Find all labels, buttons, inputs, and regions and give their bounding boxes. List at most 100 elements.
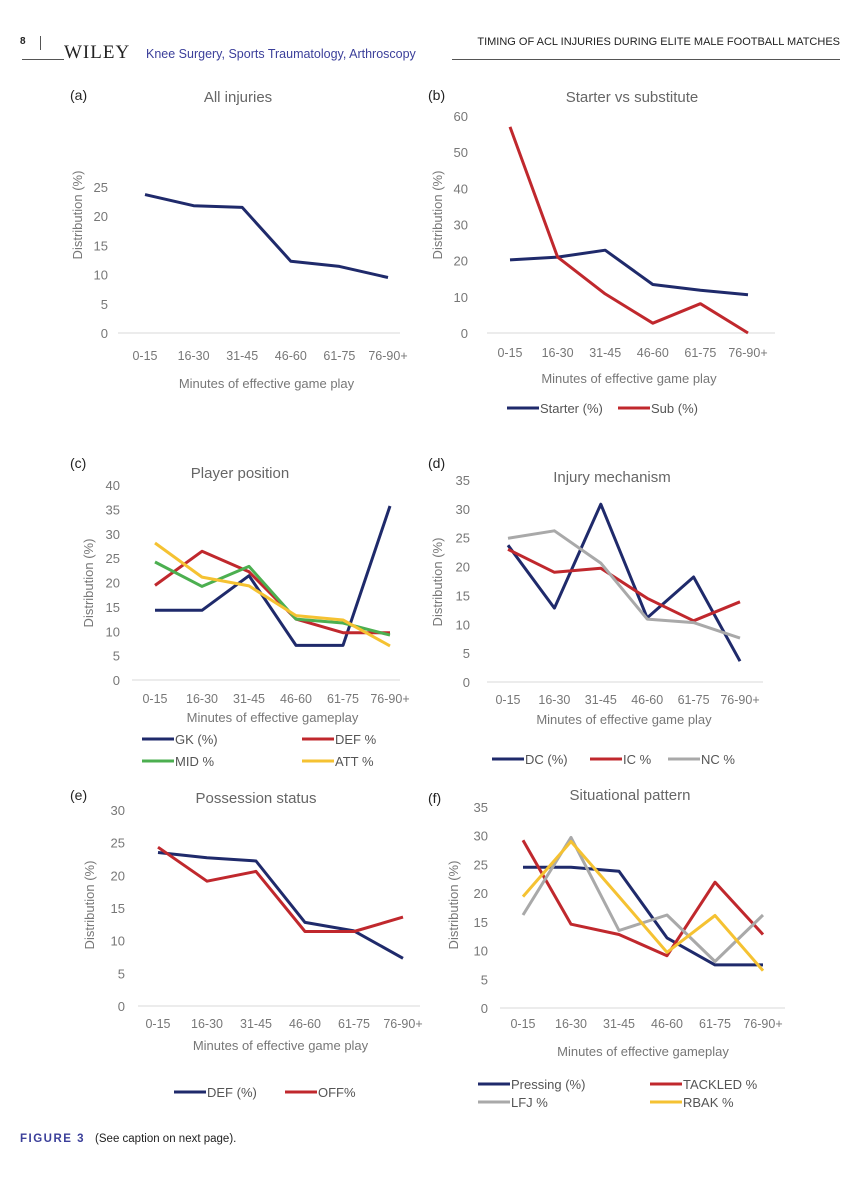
- y-tick-label: 20: [454, 254, 468, 269]
- y-tick-label: 0: [461, 326, 468, 341]
- y-tick-label: 15: [456, 588, 470, 603]
- x-tick-label: 31-45: [240, 1017, 272, 1031]
- y-tick-label: 15: [111, 901, 125, 916]
- y-tick-label: 30: [454, 218, 468, 233]
- figure-label: FIGURE 3: [20, 1133, 86, 1145]
- header-rule: [452, 59, 840, 60]
- x-tick-label: 0-15: [497, 346, 522, 360]
- x-tick-label: 31-45: [233, 692, 265, 706]
- x-tick-label: 46-60: [637, 346, 669, 360]
- series-line-def-: [154, 549, 390, 635]
- legend-label: ATT %: [335, 754, 374, 769]
- x-tick-label: 0-15: [142, 692, 167, 706]
- x-tick-label: 16-30: [178, 349, 210, 363]
- x-tick-label: 61-75: [684, 346, 716, 360]
- journal-name: Knee Surgery, Sports Traumatology, Arthr…: [146, 47, 416, 61]
- x-tick-label: 0-15: [145, 1017, 170, 1031]
- x-tick-label: 76-90+: [383, 1017, 422, 1031]
- series-line-ic-: [507, 547, 741, 623]
- x-tick-label: 46-60: [651, 1017, 683, 1031]
- legend-label: Sub (%): [651, 401, 698, 416]
- x-tick-label: 31-45: [226, 349, 258, 363]
- x-tick-label: 76-90+: [368, 349, 407, 363]
- y-axis-label: Distribution (%): [430, 538, 445, 627]
- panel-label: (d): [428, 455, 445, 471]
- y-tick-label: 10: [474, 944, 488, 959]
- y-tick-label: 10: [456, 617, 470, 632]
- y-tick-label: 0: [118, 999, 125, 1014]
- chart-title: Starter vs substitute: [566, 89, 699, 106]
- legend-label: RBAK %: [683, 1095, 734, 1110]
- x-tick-label: 61-75: [699, 1017, 731, 1031]
- y-tick-label: 10: [94, 268, 108, 283]
- y-tick-label: 30: [111, 803, 125, 818]
- y-tick-label: 30: [456, 502, 470, 517]
- y-tick-label: 25: [474, 857, 488, 872]
- series-line-dc-: [506, 502, 742, 662]
- x-tick-label: 46-60: [289, 1017, 321, 1031]
- panel-label: (c): [70, 455, 86, 471]
- series-line-nc-: [507, 529, 741, 640]
- chart-panel-d: (d) Injury mechanism 0 5 10 15 20 25 30 35 0-15 16-…: [428, 455, 763, 767]
- x-axis-label: Minutes of effective game play: [541, 371, 717, 386]
- x-axis-label: Minutes of effective game play: [193, 1038, 369, 1053]
- legend-label: MID %: [175, 754, 214, 769]
- y-tick-label: 0: [101, 326, 108, 341]
- legend-label: TACKLED %: [683, 1077, 758, 1092]
- legend-label: DEF (%): [207, 1085, 257, 1100]
- series-line-tackled-: [521, 839, 765, 958]
- x-tick-label: 61-75: [338, 1017, 370, 1031]
- legend-label: IC %: [623, 752, 652, 767]
- panel-label: (b): [428, 87, 445, 103]
- y-tick-label: 35: [456, 473, 470, 488]
- y-tick-label: 10: [111, 934, 125, 949]
- legend-label: Pressing (%): [511, 1077, 585, 1092]
- legend-label: Starter (%): [540, 401, 603, 416]
- y-axis-label: Distribution (%): [82, 861, 97, 950]
- running-title: TIMING OF ACL INJURIES DURING ELITE MALE…: [477, 36, 840, 48]
- y-tick-label: 30: [474, 829, 488, 844]
- page-number: 8: [20, 36, 26, 47]
- x-tick-label: 46-60: [275, 349, 307, 363]
- legend-label: DC (%): [525, 752, 568, 767]
- y-tick-label: 20: [474, 886, 488, 901]
- chart-title: Situational pattern: [570, 787, 691, 804]
- chart-panel-f: (f) Situational pattern 0 5 10 15 20 25 30 35 0-15…: [428, 787, 785, 1110]
- legend-label: OFF%: [318, 1085, 356, 1100]
- x-tick-label: 61-75: [323, 349, 355, 363]
- y-tick-label: 25: [456, 531, 470, 546]
- x-tick-label: 16-30: [542, 346, 574, 360]
- chart-panel-a: (a) All injuries 0 5 10 15 20 25 0-15 16-30 31-45 4…: [70, 87, 408, 391]
- x-tick-label: 31-45: [585, 693, 617, 707]
- y-tick-label: 15: [474, 915, 488, 930]
- x-tick-label: 16-30: [191, 1017, 223, 1031]
- panel-label: (a): [70, 87, 87, 103]
- publisher-logo: WILEY: [64, 42, 131, 63]
- x-axis-label: Minutes of effective game play: [536, 712, 712, 727]
- y-tick-label: 15: [106, 600, 120, 615]
- y-tick-label: 5: [463, 646, 470, 661]
- y-tick-label: 5: [113, 649, 120, 664]
- x-tick-label: 0-15: [495, 693, 520, 707]
- y-tick-label: 25: [111, 836, 125, 851]
- x-tick-label: 31-45: [589, 346, 621, 360]
- series-line-pressing-: [523, 865, 763, 967]
- chart-panel-b: (b) Starter vs substitute 0 10 20 30 40 50 60 0-1…: [428, 87, 775, 416]
- x-axis-label: Minutes of effective game play: [179, 376, 355, 391]
- y-tick-label: 5: [101, 297, 108, 312]
- x-tick-label: 76-90+: [370, 692, 409, 706]
- x-tick-label: 61-75: [678, 693, 710, 707]
- series-line-mid-: [154, 560, 391, 637]
- y-tick-label: 10: [454, 290, 468, 305]
- chart-title: Injury mechanism: [553, 469, 671, 486]
- chart-title: Player position: [191, 465, 289, 482]
- chart-title: Possession status: [196, 790, 317, 807]
- series-line-main: [144, 193, 389, 279]
- y-tick-label: 10: [106, 624, 120, 639]
- y-axis-label: Distribution (%): [446, 861, 461, 950]
- panel-label: (f): [428, 790, 441, 806]
- y-tick-label: 0: [463, 675, 470, 690]
- header-rule: [22, 59, 64, 60]
- y-axis-label: Distribution (%): [70, 171, 85, 260]
- x-tick-label: 76-90+: [728, 346, 767, 360]
